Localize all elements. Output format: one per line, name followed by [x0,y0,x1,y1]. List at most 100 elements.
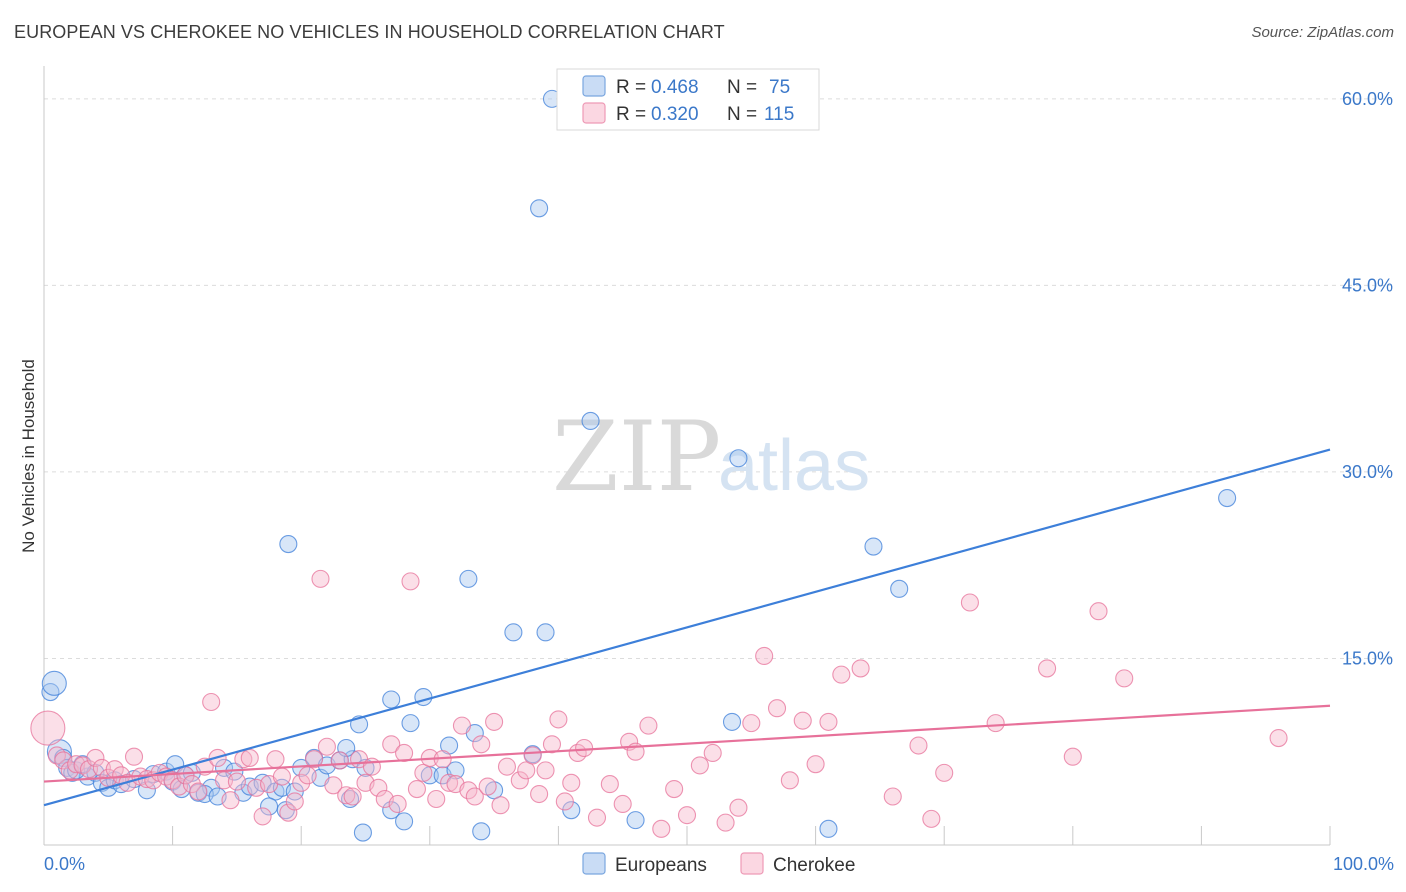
point-cherokee [337,786,356,805]
point-cherokee [703,743,722,763]
point-europeans [722,712,742,731]
point-europeans [41,670,67,696]
point-cherokee [330,751,349,770]
legend-swatch-europeans [582,75,606,97]
point-cherokee [555,792,574,811]
point-cherokee [30,710,66,746]
watermark-zip: ZIP [552,401,721,513]
point-cherokee [285,792,304,811]
point-cherokee [465,787,484,806]
point-cherokee [986,714,1005,733]
point-cherokee [1269,729,1288,748]
legend-r-label-cherokee: R = [616,104,646,125]
point-cherokee [407,779,426,799]
point-cherokee [960,593,979,612]
point-cherokee [266,750,285,769]
point-cherokee [414,763,433,782]
point-cherokee [639,716,658,735]
point-cherokee [1038,659,1057,678]
point-cherokee [227,772,246,791]
point-cherokee [742,714,761,733]
point-cherokee [510,771,529,790]
point-cherokee [716,813,735,832]
point-cherokee [767,699,787,718]
point-cherokee [343,787,362,806]
point-europeans [504,623,523,642]
point-cherokee [298,766,317,785]
point-cherokee [819,712,838,731]
point-cherokee [401,572,420,591]
point-cherokee [369,778,388,797]
point-cherokee [388,794,407,814]
point-cherokee [202,692,221,712]
y-axis-title: No Vehicles in Household [19,359,38,553]
point-cherokee [86,748,105,768]
trend-lines [43,448,1331,807]
y-tick-label: 60.0% [1342,89,1393,109]
point-europeans [382,690,401,709]
chart-source: Source: ZipAtlas.com [1251,24,1394,41]
point-europeans [353,823,372,842]
point-cherokee [395,743,414,763]
point-cherokee [491,796,510,815]
point-europeans [729,449,748,468]
point-europeans [536,623,555,642]
correlation-legend: R = 0.468 N = 75 R = 0.320 N = 115 [556,68,820,131]
point-cherokee [883,787,902,806]
legend-swatch-cherokee [582,102,606,124]
grid-lines [44,98,1395,659]
point-cherokee [806,755,825,774]
legend-n-label-europeans: N = [727,77,757,98]
point-cherokee [523,746,542,765]
x-tick-label: 0.0% [44,854,85,874]
point-cherokee [240,748,259,768]
point-cherokee [1115,669,1134,688]
point-cherokee [793,711,812,730]
point-europeans [472,822,491,841]
point-cherokee [189,782,208,801]
axes [43,66,1331,846]
point-cherokee [478,777,497,796]
legend-bottom-label-europeans: Europeans [615,855,707,876]
point-europeans [530,199,549,218]
point-europeans [41,682,60,702]
point-cherokee [851,659,870,678]
legend-n-value-europeans: 75 [769,77,790,98]
point-cherokee [1089,602,1108,621]
trend-line-cherokee [43,704,1331,783]
point-europeans [819,819,838,838]
point-cherokee [677,806,697,825]
point-europeans [395,812,414,831]
point-cherokee [613,794,632,814]
point-cherokee [317,737,336,756]
point-europeans [581,411,600,431]
point-cherokee [124,747,144,766]
point-cherokee [279,803,298,822]
point-cherokee [272,767,291,786]
series-legend: Europeans Cherokee [582,852,855,876]
point-cherokee [497,757,517,776]
point-cherokee [832,665,851,684]
point-cherokee [755,646,774,666]
point-cherokee [427,789,446,809]
point-cherokee [92,758,111,777]
legend-n-label-cherokee: N = [727,104,757,125]
point-cherokee [587,808,607,827]
point-cherokee [909,736,928,755]
point-cherokee [780,771,799,790]
point-europeans [279,535,298,554]
legend-bottom-swatch-europeans [582,852,606,875]
legend-bottom-label-cherokee: Cherokee [773,855,855,876]
point-europeans [626,811,645,830]
point-cherokee [542,735,562,754]
watermark: ZIP atlas [552,401,870,513]
point-cherokee [575,738,594,758]
point-cherokee [600,775,619,794]
watermark-atlas: atlas [718,426,870,506]
y-tick-label: 15.0% [1342,648,1393,668]
point-cherokee [472,735,491,754]
trend-line-europeans [43,448,1331,807]
point-europeans [890,579,909,598]
series-cherokee [30,569,1288,838]
